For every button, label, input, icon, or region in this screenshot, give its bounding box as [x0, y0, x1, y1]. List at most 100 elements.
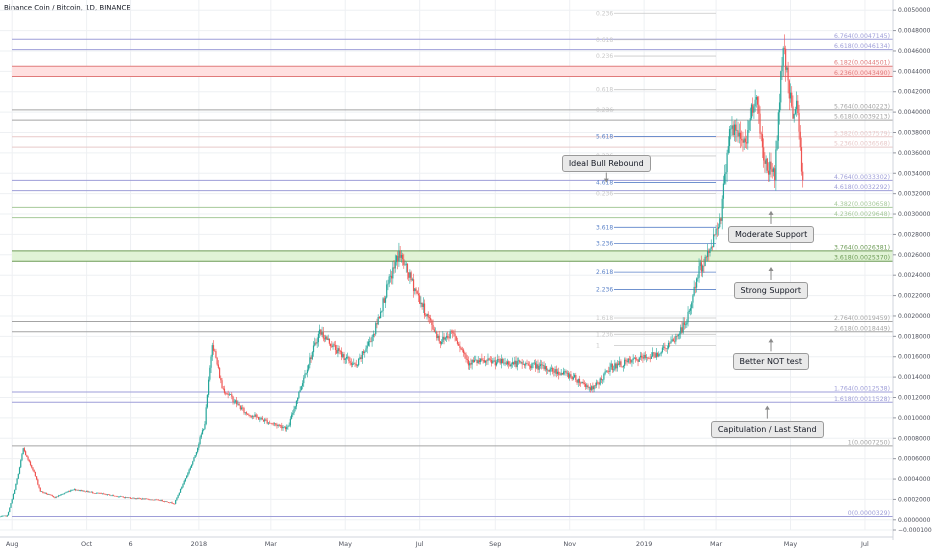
candle-body — [21, 454, 23, 461]
candle-body — [38, 484, 40, 488]
candle-body — [365, 348, 367, 352]
candle-body — [35, 476, 38, 480]
candle-body — [708, 250, 710, 253]
candle-body — [659, 353, 661, 355]
candle-body — [749, 118, 751, 121]
candle-body — [555, 369, 557, 374]
candle-body — [785, 48, 787, 70]
candle-body — [221, 380, 223, 389]
candle-body — [500, 359, 502, 364]
inner-fib-label: 3.236 — [596, 241, 613, 248]
candle-body — [310, 357, 312, 360]
candle-body — [454, 333, 456, 337]
candle-body — [717, 226, 720, 229]
candle-body — [271, 423, 273, 424]
candle-body — [366, 345, 368, 349]
candle-body — [746, 142, 748, 144]
y-tick-label: 0.0006000 — [898, 456, 931, 463]
candle-body — [437, 335, 439, 339]
candle-body — [654, 353, 656, 358]
fib-level-label: 3.618(0.0025370) — [834, 255, 890, 262]
candle-body — [497, 358, 499, 363]
candle-body — [798, 113, 800, 132]
candle-body — [105, 494, 107, 496]
inner-fib-label: 2.618 — [596, 269, 613, 276]
candle-body — [678, 333, 681, 335]
candle-body — [642, 357, 644, 359]
candle-body — [592, 386, 594, 390]
candle-body — [586, 385, 588, 387]
candle-body — [519, 360, 521, 363]
candle-body — [622, 366, 624, 368]
candle-body — [194, 454, 196, 458]
candle-body — [699, 262, 701, 267]
candle-body — [575, 375, 577, 381]
candle-body — [72, 489, 74, 491]
candle-body — [647, 357, 649, 359]
candle-body — [193, 457, 195, 462]
candle-body — [369, 341, 371, 342]
candle-body — [61, 493, 63, 495]
candle-body — [322, 332, 324, 339]
candle-body — [59, 495, 61, 497]
candle-body — [112, 495, 115, 496]
candle-body — [411, 279, 413, 281]
candle-body — [502, 359, 504, 364]
candle-body — [503, 362, 505, 364]
candle-body — [232, 396, 234, 403]
candle-body — [33, 469, 35, 473]
candle-body — [214, 350, 216, 352]
candle-body — [477, 360, 479, 364]
candle-body — [155, 499, 157, 501]
candle-body — [364, 351, 366, 354]
x-tick-label: Jul — [860, 540, 869, 548]
candle-body — [143, 498, 145, 500]
candle-body — [576, 380, 578, 383]
candle-body — [621, 366, 623, 368]
candle-body — [301, 383, 304, 387]
candle-body — [16, 478, 18, 484]
x-tick-label: Oct — [81, 540, 93, 548]
candle-body — [425, 315, 427, 316]
candle-body — [719, 218, 721, 227]
candle-body — [266, 420, 268, 424]
candle-body — [14, 489, 16, 494]
y-tick-label: 0.0010000 — [898, 415, 931, 422]
candle-body — [469, 363, 471, 366]
candle-body — [321, 332, 323, 335]
candle-body — [436, 331, 438, 339]
candle-body — [188, 469, 190, 474]
candle-body — [276, 424, 278, 426]
candle-body — [7, 512, 10, 516]
candle-body — [167, 502, 169, 503]
candle-body — [538, 365, 540, 370]
annotation-arrows — [603, 172, 774, 419]
candle-body — [205, 407, 207, 425]
candle-body — [763, 147, 765, 161]
candle-body — [212, 345, 215, 351]
candle-body — [109, 494, 111, 496]
inner-fib-label: 0.618 — [596, 37, 613, 44]
y-tick-label: 0.0050000 — [898, 7, 931, 14]
y-tick-label: 0.0030000 — [898, 211, 931, 218]
candle-body — [284, 427, 287, 430]
candle-body — [78, 490, 80, 492]
candle-body — [559, 374, 561, 376]
candle-body — [455, 336, 457, 341]
candle-body — [547, 369, 549, 371]
candle-body — [727, 146, 729, 153]
candle-body — [305, 373, 307, 374]
candle-body — [523, 364, 526, 366]
candle-body — [157, 499, 160, 501]
candle-body — [129, 497, 132, 499]
candle-body — [796, 100, 798, 110]
candle-body — [303, 377, 305, 384]
candle-body — [287, 426, 289, 428]
candle-body — [410, 272, 412, 281]
candle-body — [797, 100, 799, 114]
candle-body — [414, 288, 416, 292]
candle-body — [481, 358, 483, 360]
candle-body — [388, 276, 390, 284]
candle-body — [711, 246, 714, 248]
candle-body — [336, 349, 338, 354]
